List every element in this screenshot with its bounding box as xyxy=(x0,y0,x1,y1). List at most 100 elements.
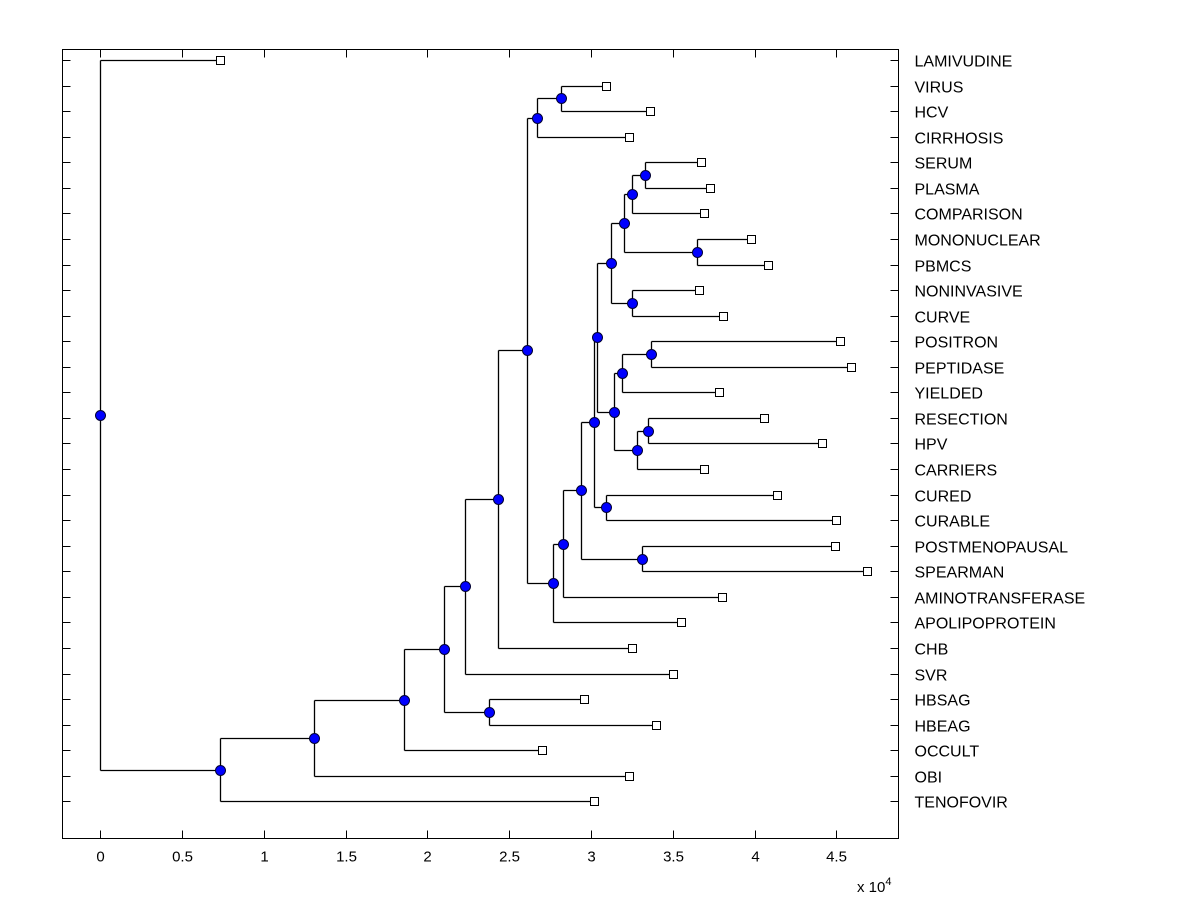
leaf-marker-pbmcs xyxy=(764,261,773,270)
x-multiplier-label: x 104 xyxy=(857,876,891,896)
leaf-label-noninvasive: NONINVASIVE xyxy=(915,284,1023,301)
node-marker-n_svr xyxy=(460,581,471,592)
node-marker-n_occult xyxy=(399,695,410,706)
leaf-marker-hbsag xyxy=(580,695,589,704)
leaf-marker-noninvasive xyxy=(695,286,704,295)
leaf-label-serum: SERUM xyxy=(915,156,973,173)
leaf-label-tenofovir: TENOFOVIR xyxy=(915,795,1008,812)
node-marker-n_positron xyxy=(646,349,657,360)
leaf-marker-chb xyxy=(628,644,637,653)
leaf-label-mononuclear: MONONUCLEAR xyxy=(915,233,1041,250)
leaf-marker-yielded xyxy=(715,388,724,397)
leaf-marker-hcv xyxy=(646,107,655,116)
node-marker-n_pbmcs xyxy=(692,247,703,258)
node-marker-n_blood xyxy=(606,258,617,269)
leaf-marker-tenofovir xyxy=(590,797,599,806)
x-tick-label: 1.5 xyxy=(336,849,357,866)
leaf-marker-apolipoprotein xyxy=(677,618,686,627)
leaf-label-plasma: PLASMA xyxy=(915,182,980,199)
leaf-label-lamivudine: LAMIVUDINE xyxy=(915,54,1013,71)
internal-node-markers xyxy=(95,93,703,776)
x-tick-label: 3.5 xyxy=(663,849,684,866)
node-marker-n_cure xyxy=(589,417,600,428)
leaf-label-hbsag: HBSAG xyxy=(915,693,971,710)
leaf-label-peptidase: PEPTIDASE xyxy=(915,361,1005,378)
node-marker-n_spear xyxy=(637,554,648,565)
node-marker-n_comp xyxy=(627,189,638,200)
leaf-label-aminotransferase: AMINOTRANSFERASE xyxy=(915,591,1086,608)
leaf-label-hcv: HCV xyxy=(915,105,949,122)
node-marker-n_hbsag xyxy=(484,707,495,718)
leaf-marker-cured xyxy=(773,491,782,500)
node-marker-n_teno xyxy=(215,765,226,776)
leaf-label-hbeag: HBEAG xyxy=(915,719,971,736)
leaf-marker-serum xyxy=(697,158,706,167)
node-marker-n_apo xyxy=(548,578,559,589)
leaf-label-resection: RESECTION xyxy=(915,412,1008,429)
x-multiplier-base: x 10 xyxy=(857,879,885,896)
leaf-label-carriers: CARRIERS xyxy=(915,463,998,480)
leaf-label-spearman: SPEARMAN xyxy=(915,565,1005,582)
leaf-marker-carriers xyxy=(700,465,709,474)
dendrogram-links xyxy=(99,59,868,803)
leaf-marker-obi xyxy=(625,772,634,781)
leaf-markers xyxy=(216,56,872,806)
leaf-labels: LAMIVUDINE VIRUS HCV CIRRHOSIS SERUM PLASMA CO… xyxy=(915,54,1086,812)
node-marker-n_serum xyxy=(640,170,651,181)
leaf-marker-occult xyxy=(538,746,547,755)
node-marker-n_mid xyxy=(592,332,603,343)
x-axis-ticks: 0 0.5 1 1.5 2 2.5 3 3.5 4 4.5 xyxy=(96,49,847,866)
x-tick-label: 0.5 xyxy=(172,849,193,866)
leaf-marker-svr xyxy=(669,670,678,679)
x-tick-label: 2 xyxy=(423,849,431,866)
leaf-label-svr: SVR xyxy=(915,668,948,685)
node-marker-n_yield xyxy=(617,368,628,379)
node-marker-n_curve xyxy=(627,298,638,309)
leaf-marker-aminotransferase xyxy=(718,593,727,602)
leaf-label-positron: POSITRON xyxy=(915,335,999,352)
leaf-label-yielded: YIELDED xyxy=(915,386,983,403)
x-tick-label: 3 xyxy=(587,849,595,866)
leaf-label-curve: CURVE xyxy=(915,310,971,327)
leaf-marker-curve xyxy=(719,312,728,321)
leaf-label-virus: VIRUS xyxy=(915,80,964,97)
leaf-marker-spearman xyxy=(863,567,872,576)
x-tick-label: 0 xyxy=(96,849,104,866)
node-marker-n_chb xyxy=(493,494,504,505)
leaf-label-pbmcs: PBMCS xyxy=(915,259,972,276)
leaf-label-postmenopausal: POSTMENOPAUSAL xyxy=(915,540,1069,557)
leaf-marker-peptidase xyxy=(847,363,856,372)
node-marker-n_mono xyxy=(619,218,630,229)
leaf-marker-cirrhosis xyxy=(625,133,634,142)
node-marker-n_resect xyxy=(609,407,620,418)
leaf-marker-positron xyxy=(836,337,845,346)
y-axis-ticks xyxy=(62,60,899,802)
node-marker-n_carriers xyxy=(632,445,643,456)
node-marker-n_cirr xyxy=(532,113,543,124)
node-marker-n_main xyxy=(522,345,533,356)
x-tick-label: 1 xyxy=(260,849,268,866)
leaf-marker-postmenopausal xyxy=(831,542,840,551)
leaf-marker-virus xyxy=(602,82,611,91)
x-multiplier-exponent: 4 xyxy=(885,876,891,888)
node-marker-n_amino xyxy=(558,539,569,550)
node-marker-n_big xyxy=(576,485,587,496)
node-marker-n_cured xyxy=(601,502,612,513)
leaf-label-apolipoprotein: APOLIPOPROTEIN xyxy=(915,616,1056,633)
leaf-label-cirrhosis: CIRRHOSIS xyxy=(915,131,1004,148)
x-tick-label: 4 xyxy=(751,849,759,866)
leaf-label-cured: CURED xyxy=(915,489,972,506)
leaf-marker-curable xyxy=(832,516,841,525)
node-marker-n_hpv xyxy=(643,426,654,437)
leaf-marker-hpv xyxy=(818,439,827,448)
node-marker-n_obi xyxy=(309,733,320,744)
leaf-label-curable: CURABLE xyxy=(915,514,991,531)
leaf-marker-lamivudine xyxy=(216,56,225,65)
leaf-marker-comparison xyxy=(700,209,709,218)
x-tick-label: 4.5 xyxy=(826,849,847,866)
leaf-marker-hbeag xyxy=(652,721,661,730)
leaf-label-comparison: COMPARISON xyxy=(915,207,1023,224)
leaf-marker-resection xyxy=(760,414,769,423)
leaf-label-chb: CHB xyxy=(915,642,949,659)
